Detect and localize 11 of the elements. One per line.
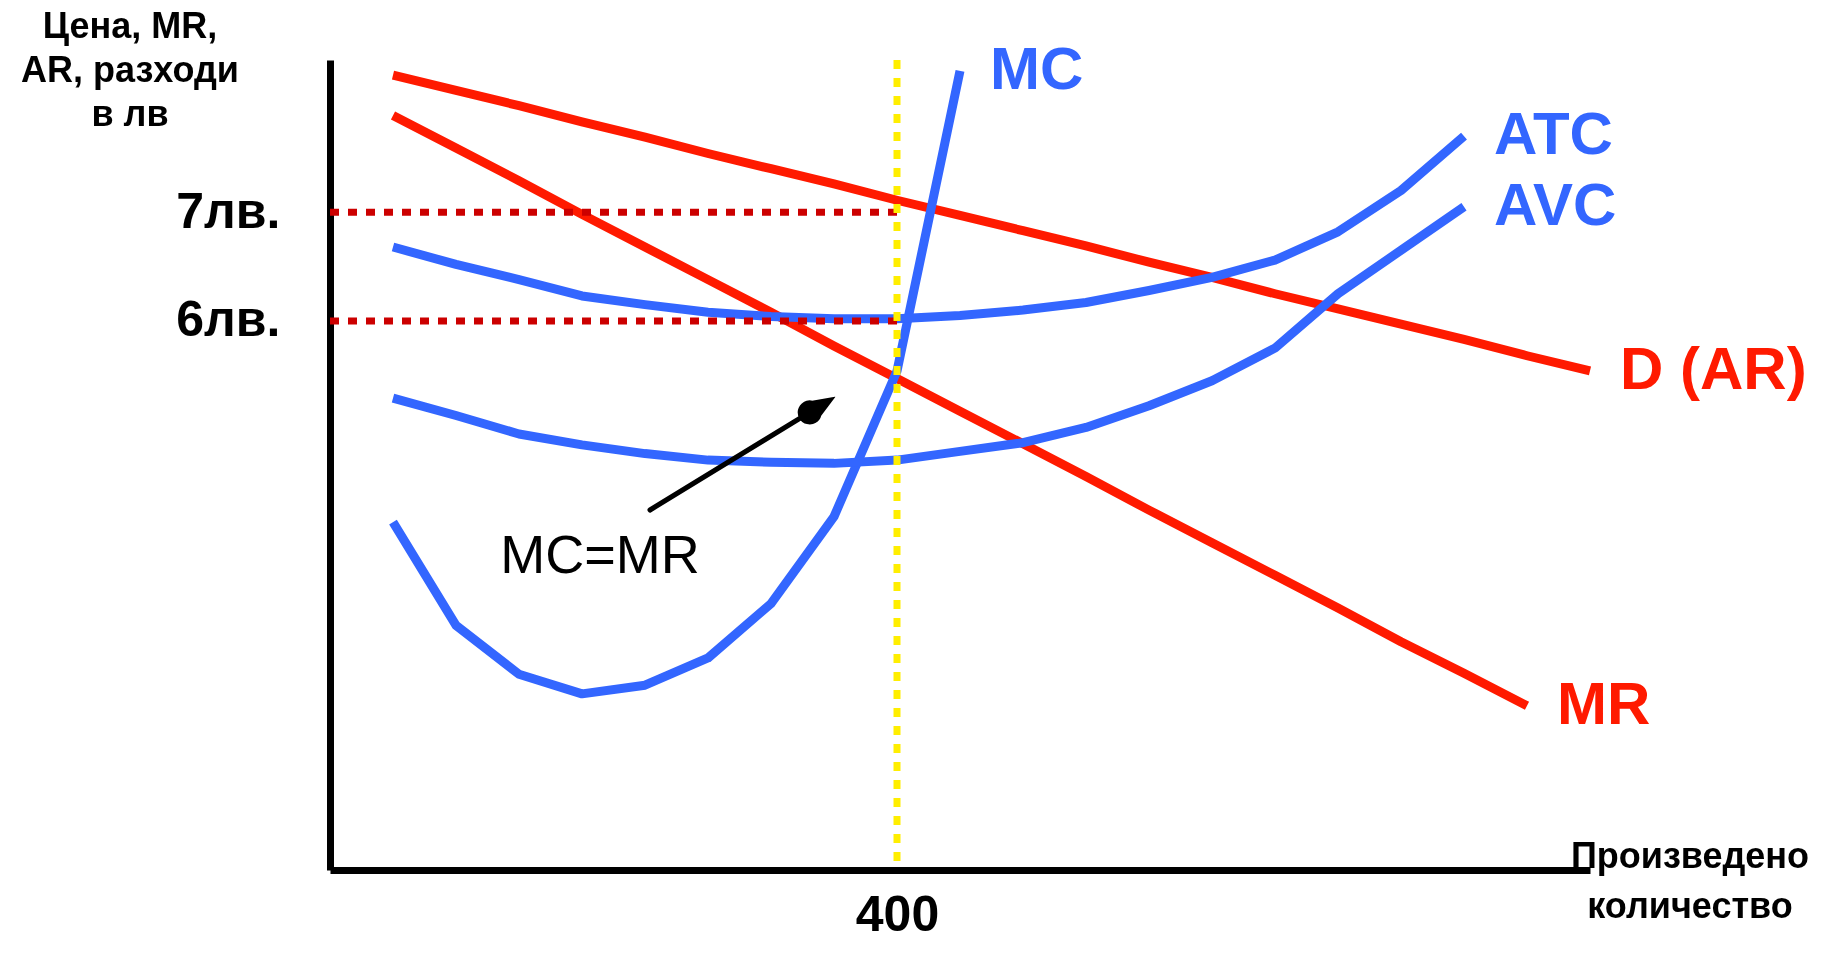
y-tick-label: 7лв.	[176, 182, 281, 239]
y-tick-label: 6лв.	[176, 291, 281, 348]
x-axis-title: Произведено количество	[1570, 835, 1810, 926]
annotation: MC=MR	[500, 524, 700, 584]
y-axis-title: Цена, MR, AR, разходи в лв	[21, 5, 239, 134]
series-label: MR	[1557, 669, 1651, 737]
series-label: AVC	[1494, 170, 1617, 238]
series-label: ATC	[1494, 100, 1613, 168]
series-label: MC	[990, 34, 1084, 102]
x-tick-label: 400	[855, 885, 940, 942]
series-label: D (AR)	[1620, 334, 1807, 402]
